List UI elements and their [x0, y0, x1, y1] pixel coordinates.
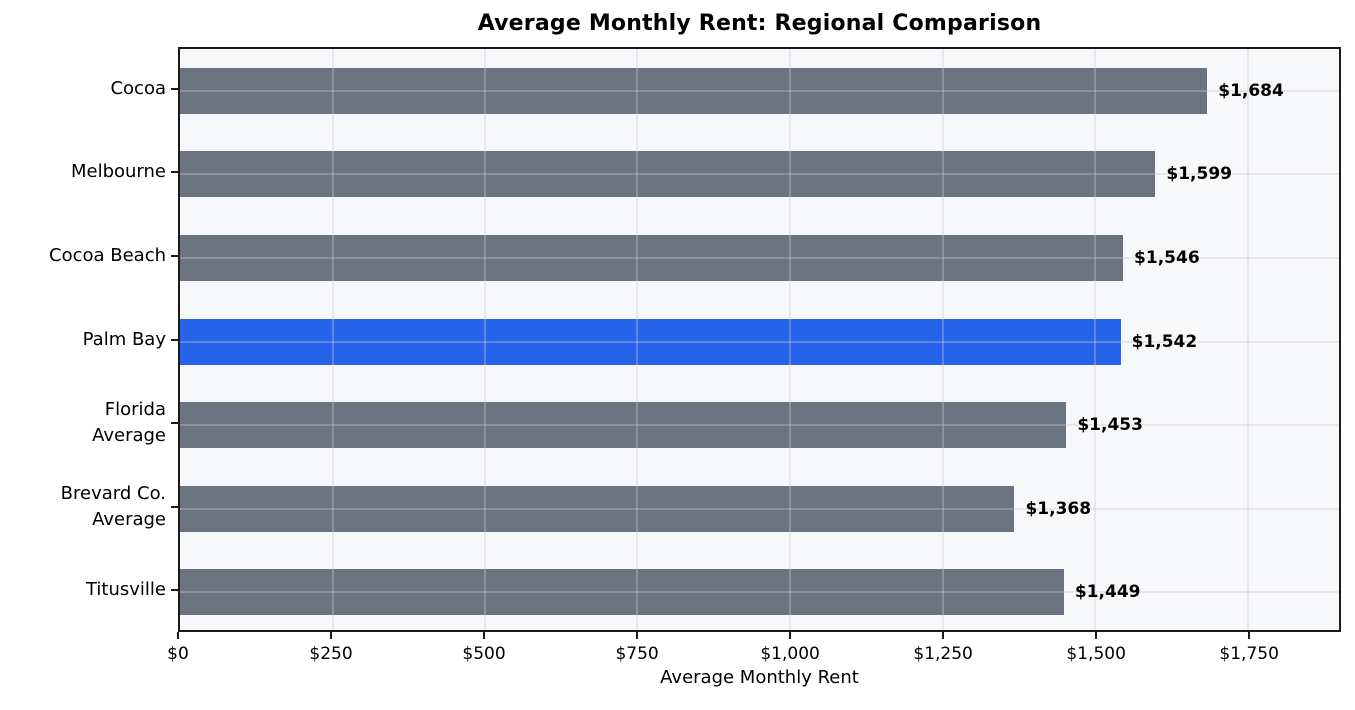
bar-value-label: $1,368 [1025, 498, 1092, 519]
bar-value-label: $1,546 [1134, 247, 1200, 268]
y-tick-label: Cocoa [8, 76, 166, 102]
y-tick-label: Palm Bay [8, 327, 166, 353]
bar-melbourne [180, 151, 1156, 198]
y-tick-label: Florida Average [8, 397, 166, 449]
bar-value-label: $1,453 [1077, 415, 1143, 436]
y-tick-label-line: Brevard Co. [60, 482, 166, 504]
y-tick-mark [171, 505, 178, 508]
x-tick-mark [636, 632, 639, 639]
x-tick-mark [177, 632, 179, 639]
x-tick-label: $500 [462, 644, 506, 664]
y-tick-label-line: Florida [104, 399, 166, 421]
y-tick-label-line: Cocoa [110, 77, 166, 99]
y-tick-label-line: Titusville [85, 579, 166, 601]
gridline-vertical [1246, 49, 1249, 630]
chart-title: Average Monthly Rent: Regional Compariso… [477, 11, 1042, 36]
y-tick-label: Brevard Co. Average [8, 481, 166, 533]
y-tick-mark [171, 254, 178, 257]
bar-cocoa-beach [180, 234, 1124, 281]
y-tick-mark [171, 171, 178, 174]
y-tick-mark [171, 422, 178, 425]
bar-florida-average [180, 402, 1067, 449]
x-axis-label: Average Monthly Rent [660, 667, 859, 688]
x-tick-mark [1248, 632, 1251, 639]
y-tick-label-line: Average [92, 425, 166, 447]
x-tick-label: $1,500 [1066, 644, 1126, 664]
x-tick-mark [789, 632, 792, 639]
y-tick-label-line: Melbourne [70, 161, 166, 183]
plot-area: $1,684 $1,599 $1,546 $1,542 $1,453 $1,368 $1,4… [178, 47, 1341, 632]
x-tick-mark [330, 632, 333, 639]
x-tick-label: $0 [167, 644, 189, 664]
y-tick-label: Melbourne [8, 159, 166, 185]
x-tick-mark [1095, 632, 1098, 639]
x-tick-label: $250 [309, 644, 353, 664]
x-tick-label: $1,000 [760, 644, 820, 664]
y-tick-mark [171, 338, 178, 341]
bar-value-label: $1,684 [1218, 80, 1284, 101]
y-tick-label-line: Cocoa Beach [49, 244, 166, 266]
bar-value-label: $1,542 [1131, 331, 1198, 352]
y-tick-mark [171, 87, 178, 90]
x-tick-label: $1,250 [913, 644, 973, 664]
y-tick-label: Cocoa Beach [8, 243, 166, 269]
bar-palm-bay [180, 318, 1121, 365]
bar-value-label: $1,449 [1074, 582, 1141, 603]
bar-value-label: $1,599 [1166, 164, 1232, 185]
x-tick-mark [942, 632, 945, 639]
x-tick-mark [483, 632, 486, 639]
bar-brevard-co-average [180, 485, 1015, 532]
x-tick-label: $1,750 [1219, 644, 1279, 664]
bar-titusville [180, 569, 1064, 616]
y-tick-label-line: Average [92, 508, 166, 530]
y-tick-label: Titusville [8, 577, 166, 603]
x-tick-label: $750 [615, 644, 659, 664]
y-tick-mark [171, 589, 178, 592]
plot-inner: $1,684 $1,599 $1,546 $1,542 $1,453 $1,368 $1,4… [180, 49, 1339, 630]
y-tick-label-line: Palm Bay [82, 328, 166, 350]
bar-cocoa [180, 67, 1208, 114]
